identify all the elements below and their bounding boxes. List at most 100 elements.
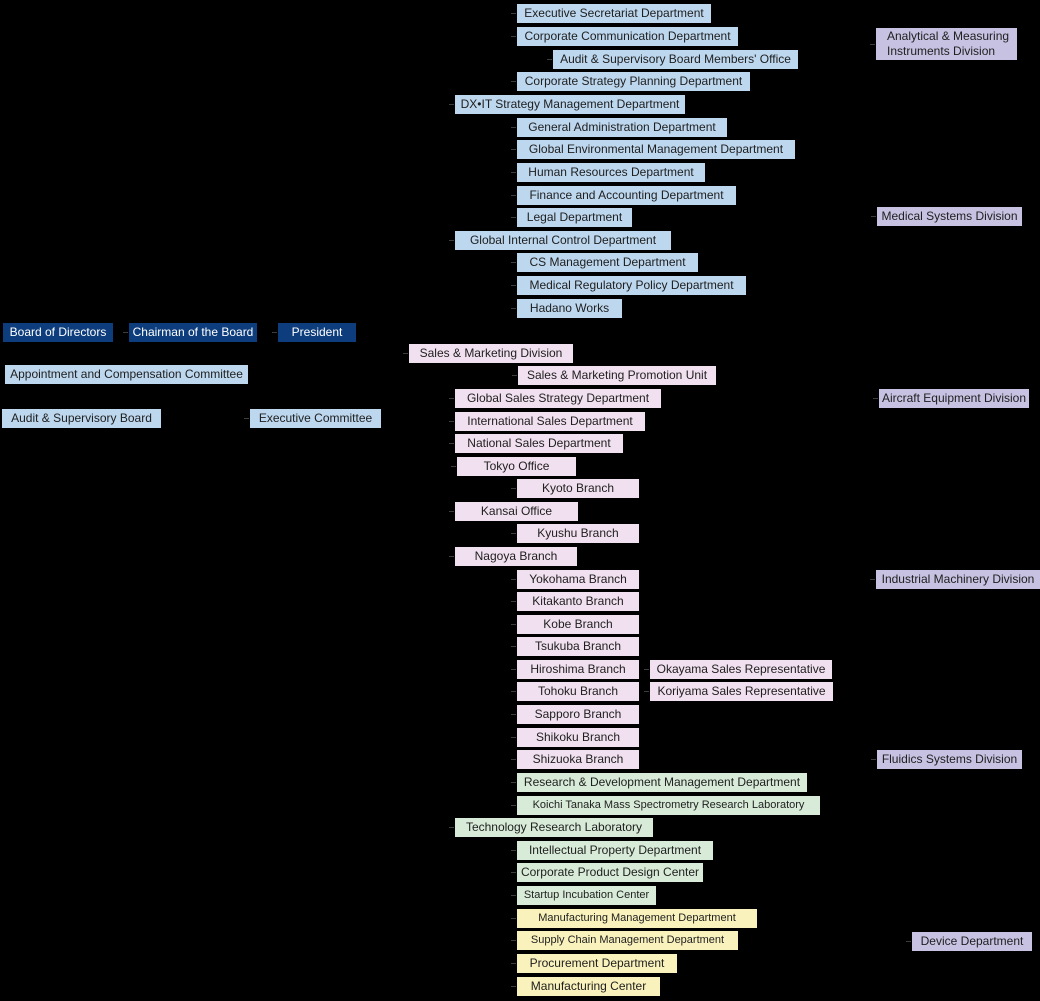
connector-stub xyxy=(403,353,408,354)
connector-stub xyxy=(644,691,649,692)
connector-stub xyxy=(511,488,516,489)
connector-stub xyxy=(511,36,516,37)
org-box-technology-research-laboratory: Technology Research Laboratory xyxy=(455,818,653,837)
connector-stub xyxy=(511,669,516,670)
org-box-executive-secretariat-department: Executive Secretariat Department xyxy=(517,4,711,23)
connector-stub xyxy=(871,216,876,217)
org-box-nagoya-branch: Nagoya Branch xyxy=(455,547,577,566)
connector-stub xyxy=(511,646,516,647)
org-box-supply-chain-management-department: Supply Chain Management Department xyxy=(517,931,738,950)
org-box-corporate-communication-department: Corporate Communication Department xyxy=(517,27,738,46)
org-box-koichi-tanaka-mass-spectrometry-research-laboratory: Koichi Tanaka Mass Spectrometry Research… xyxy=(517,796,820,815)
org-box-audit-supervisory-board: Audit & Supervisory Board xyxy=(2,409,161,428)
org-box-okayama-sales-representative: Okayama Sales Representative xyxy=(650,660,832,679)
org-box-general-administration-department: General Administration Department xyxy=(517,118,727,137)
connector-stub xyxy=(873,398,878,399)
connector-stub xyxy=(123,332,128,333)
org-box-corporate-strategy-planning-department: Corporate Strategy Planning Department xyxy=(517,72,750,91)
org-box-president: President xyxy=(278,323,356,342)
org-box-tohoku-branch: Tohoku Branch xyxy=(517,682,639,701)
connector-stub xyxy=(644,669,649,670)
connector-stub xyxy=(511,533,516,534)
connector-stub xyxy=(511,172,516,173)
org-box-intellectual-property-department: Intellectual Property Department xyxy=(517,841,713,860)
connector-stub xyxy=(511,714,516,715)
connector-stub xyxy=(449,443,454,444)
connector-stub xyxy=(449,104,454,105)
org-box-global-environmental-management-department: Global Environmental Management Departme… xyxy=(517,140,795,159)
org-box-startup-incubation-center: Startup Incubation Center xyxy=(517,886,656,905)
connector-stub xyxy=(511,149,516,150)
connector-stub xyxy=(511,601,516,602)
org-box-dx-it-strategy-management-department: DX•IT Strategy Management Department xyxy=(455,95,685,114)
org-box-finance-and-accounting-department: Finance and Accounting Department xyxy=(517,186,736,205)
org-box-international-sales-department: International Sales Department xyxy=(455,412,645,431)
org-box-global-sales-strategy-department: Global Sales Strategy Department xyxy=(455,389,661,408)
org-box-shizuoka-branch: Shizuoka Branch xyxy=(517,750,639,769)
connector-stub xyxy=(511,918,516,919)
org-box-kansai-office: Kansai Office xyxy=(455,502,578,521)
org-box-koriyama-sales-representative: Koriyama Sales Representative xyxy=(650,682,833,701)
org-box-manufacturing-center: Manufacturing Center xyxy=(517,977,660,996)
connector-stub xyxy=(511,195,516,196)
org-box-medical-regulatory-policy-department: Medical Regulatory Policy Department xyxy=(517,276,746,295)
org-box-legal-department: Legal Department xyxy=(517,208,632,227)
connector-stub xyxy=(511,759,516,760)
org-box-medical-systems-division: Medical Systems Division xyxy=(877,207,1022,226)
connector-stub xyxy=(449,556,454,557)
org-box-manufacturing-management-department: Manufacturing Management Department xyxy=(517,909,757,928)
org-box-cs-management-department: CS Management Department xyxy=(517,253,698,272)
connector-stub xyxy=(511,940,516,941)
connector-stub xyxy=(449,827,454,828)
connector-stub xyxy=(870,579,875,580)
connector-stub xyxy=(871,759,876,760)
org-box-sapporo-branch: Sapporo Branch xyxy=(517,705,639,724)
org-box-procurement-department: Procurement Department xyxy=(517,954,677,973)
org-box-kyoto-branch: Kyoto Branch xyxy=(517,479,639,498)
connector-stub xyxy=(511,895,516,896)
org-box-device-department: Device Department xyxy=(912,932,1032,951)
connector-stub xyxy=(451,466,456,467)
connector-stub xyxy=(449,240,454,241)
org-box-executive-committee: Executive Committee xyxy=(250,409,381,428)
connector-stub xyxy=(511,624,516,625)
org-box-national-sales-department: National Sales Department xyxy=(455,434,623,453)
org-box-kyushu-branch: Kyushu Branch xyxy=(517,524,639,543)
org-box-kitakanto-branch: Kitakanto Branch xyxy=(517,592,639,611)
org-box-analytical-measuring-instruments-division: Analytical & Measuring Instruments Divis… xyxy=(876,28,1017,60)
org-box-board-of-directors: Board of Directors xyxy=(3,323,113,342)
connector-stub xyxy=(511,217,516,218)
connector-stub xyxy=(511,782,516,783)
connector-stub xyxy=(906,941,911,942)
connector-stub xyxy=(511,872,516,873)
connector-stub xyxy=(511,579,516,580)
connector-stub xyxy=(272,332,277,333)
org-box-hiroshima-branch: Hiroshima Branch xyxy=(517,660,639,679)
org-box-shikoku-branch: Shikoku Branch xyxy=(517,728,639,747)
connector-stub xyxy=(511,691,516,692)
org-box-sales-marketing-division: Sales & Marketing Division xyxy=(409,344,573,363)
org-box-human-resources-department: Human Resources Department xyxy=(517,163,705,182)
org-box-industrial-machinery-division: Industrial Machinery Division xyxy=(876,570,1040,589)
org-box-sales-marketing-promotion-unit: Sales & Marketing Promotion Unit xyxy=(518,366,716,385)
org-box-global-internal-control-department: Global Internal Control Department xyxy=(455,231,671,250)
org-box-research-development-management-department: Research & Development Management Depart… xyxy=(517,773,807,792)
connector-stub xyxy=(449,421,454,422)
connector-stub xyxy=(511,737,516,738)
org-box-tsukuba-branch: Tsukuba Branch xyxy=(517,637,639,656)
connector-stub xyxy=(511,262,516,263)
connector-stub xyxy=(511,850,516,851)
connector-stub xyxy=(511,13,516,14)
connector-stub xyxy=(511,127,516,128)
connector-stub xyxy=(512,375,517,376)
connector-stub xyxy=(511,986,516,987)
org-box-hadano-works: Hadano Works xyxy=(517,299,622,318)
org-box-tokyo-office: Tokyo Office xyxy=(457,457,576,476)
connector-stub xyxy=(511,805,516,806)
connector-stub xyxy=(244,418,249,419)
connector-stub xyxy=(511,308,516,309)
org-box-chairman-of-the-board: Chairman of the Board xyxy=(129,323,257,342)
org-box-aircraft-equipment-division: Aircraft Equipment Division xyxy=(879,389,1029,408)
connector-stub xyxy=(547,59,552,60)
